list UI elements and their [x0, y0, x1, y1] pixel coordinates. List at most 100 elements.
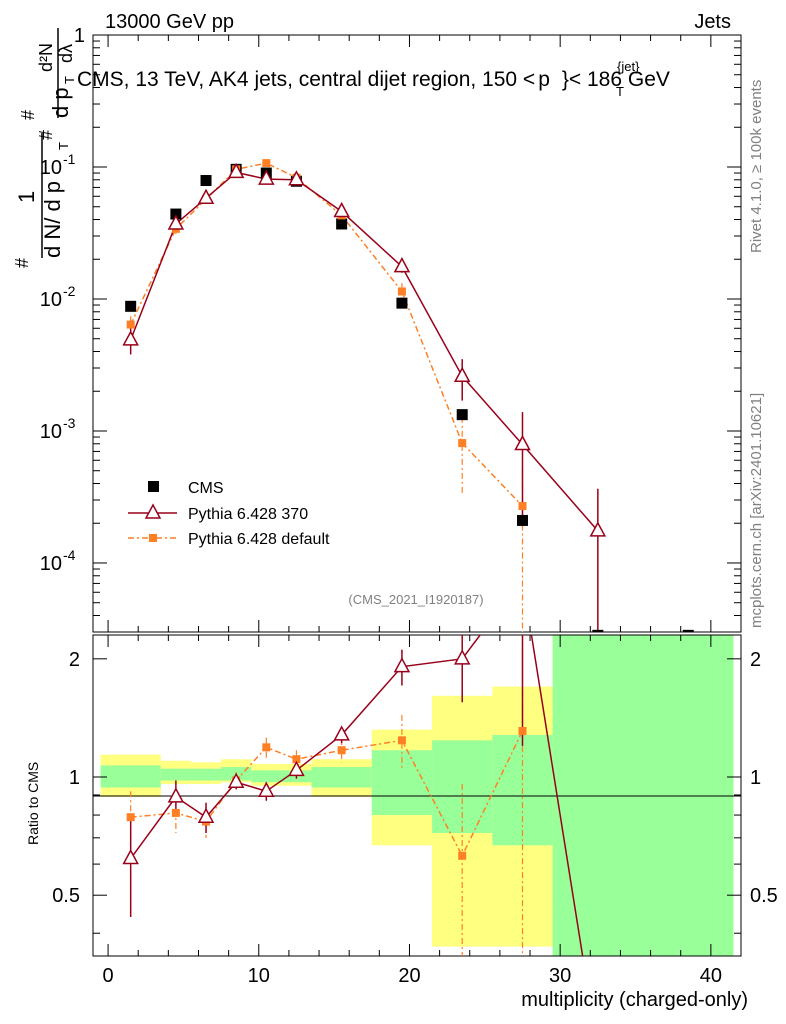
ratio-point-pythia-370 — [258, 781, 275, 797]
y-label-T1: T — [56, 142, 71, 150]
header-right: Jets — [694, 11, 731, 33]
legend-cms-label: CMS — [188, 480, 224, 497]
y-tick-label-exponent: -4 — [63, 547, 76, 563]
cms-point — [396, 297, 408, 309]
ratio-point-pythia-370 — [393, 657, 411, 673]
pythia-default-point — [126, 320, 135, 329]
band-green — [251, 770, 282, 783]
ratio-tick-label-left: 1 — [69, 767, 80, 789]
ratio-tick-label-left: 0.5 — [52, 885, 80, 907]
x-tick-label: 40 — [700, 965, 722, 987]
ratio-point-pythia-370 — [453, 649, 471, 665]
series-line-pythia-default — [129, 162, 524, 507]
chart-title-tail: }< 186 GeV — [562, 68, 670, 91]
pythia-default-point — [397, 287, 406, 296]
y-tick-label-exponent: -2 — [63, 283, 76, 299]
x-tick-label: 30 — [549, 965, 571, 987]
pythia-370-point — [514, 434, 531, 451]
y-label-d2N: d²N — [36, 43, 56, 72]
y-tick-label: 1 — [74, 25, 85, 47]
band-green — [190, 768, 222, 781]
y-label-hash-1: # — [12, 258, 32, 268]
y-label-hash-2: # — [36, 130, 56, 140]
y-label-hash-3: # — [18, 110, 38, 120]
y-tick-label: 10 — [40, 157, 62, 179]
legend-cms-marker — [148, 481, 159, 492]
pythia-370-point — [258, 169, 275, 185]
ratio-point-pythia-370 — [197, 807, 215, 823]
band-green — [100, 765, 161, 788]
chart-title-sub: T — [616, 84, 624, 99]
chart-title-sup: {jet} — [617, 59, 640, 74]
pythia-default-point — [458, 439, 467, 448]
cms-point — [682, 629, 694, 632]
ratio-tick-label-right: 0.5 — [750, 885, 778, 907]
ratio-point-pythia-default — [518, 726, 527, 735]
mcplots-label: mcplots.cern.ch [arXiv:2401.10621] — [748, 393, 765, 628]
ratio-point-pythia-default — [292, 755, 301, 764]
pythia-370-point — [333, 201, 350, 218]
pythia-370-point — [122, 330, 139, 346]
legend: CMS Pythia 6.428 370 Pythia 6.428 defaul… — [128, 480, 330, 548]
pythia-370-point — [393, 257, 411, 273]
ratio-point-pythia-370 — [333, 725, 350, 741]
pythia-370-point — [288, 170, 305, 186]
y-label-dN: d N/ d p — [40, 181, 65, 258]
legend-pdef-label: Pythia 6.428 default — [188, 531, 330, 548]
ratio-point-pythia-default — [397, 736, 406, 745]
y-label-dpdl: d p — [48, 87, 73, 118]
y-tick-label: 10 — [40, 421, 62, 443]
pythia-default-point — [518, 502, 527, 511]
cms-point — [170, 208, 182, 220]
cms-point — [200, 175, 212, 187]
header-left: 13000 GeV pp — [105, 11, 234, 33]
band-green — [552, 635, 734, 956]
cms-point — [125, 300, 137, 312]
pythia-370-point — [167, 214, 185, 230]
legend-p370-label: Pythia 6.428 370 — [188, 506, 308, 523]
main-plot-frame — [92, 34, 742, 633]
y-label-T2: T — [62, 76, 77, 84]
x-tick-label: 10 — [248, 965, 270, 987]
y-tick-label: 10 — [40, 289, 62, 311]
pythia-370-point — [227, 162, 245, 179]
main-series — [122, 159, 694, 632]
cms-point — [592, 629, 604, 632]
pythia-default-point — [262, 159, 271, 168]
rivet-version-label: Rivet 4.1.0, ≥ 100k events — [748, 80, 765, 253]
y-tick-label-exponent: -3 — [63, 415, 76, 431]
y-label-one: 1 — [14, 191, 39, 203]
ratio-point-pythia-370 — [122, 848, 139, 865]
chart-title: CMS, 13 TeV, AK4 jets, central dijet reg… — [77, 68, 670, 91]
y-label-dlambda: dλ — [56, 44, 76, 63]
cms-point — [336, 218, 348, 230]
y-tick-label-exponent: -1 — [63, 151, 76, 167]
legend-pdef-marker — [149, 534, 157, 542]
legend-p370-marker — [144, 503, 162, 519]
ratio-y-label: Ratio to CMS — [25, 762, 41, 845]
ratio-tick-label-right: 1 — [750, 767, 761, 789]
analysis-id: (CMS_2021_I1920187) — [348, 592, 483, 607]
x-axis-label: multiplicity (charged-only) — [521, 989, 748, 1011]
pythia-370-point — [453, 366, 471, 382]
chart-title-main: CMS, 13 TeV, AK4 jets, central dijet reg… — [77, 68, 535, 91]
y-axis-label: # 1 d N/ d p T # # d p T d²N dλ — [12, 28, 77, 268]
x-tick-label: 20 — [398, 965, 420, 987]
pythia-370-point — [589, 521, 607, 537]
series-line-pythia-370 — [129, 171, 599, 532]
chart-title-p: p — [538, 68, 550, 91]
ratio-tick-label-right: 2 — [750, 649, 761, 671]
ratio-point-pythia-default — [337, 746, 346, 755]
x-tick-label: 0 — [103, 965, 114, 987]
ratio-point-pythia-default — [262, 743, 271, 752]
ratio-point-pythia-default — [126, 813, 135, 822]
cms-point — [456, 409, 468, 421]
band-green — [311, 767, 372, 788]
y-tick-label: 10 — [40, 553, 62, 575]
ratio-line-pythia-default — [130, 730, 524, 858]
ratio-point-pythia-370 — [167, 787, 185, 803]
ratio-tick-label-left: 2 — [69, 649, 80, 671]
pythia-370-point — [197, 188, 215, 204]
